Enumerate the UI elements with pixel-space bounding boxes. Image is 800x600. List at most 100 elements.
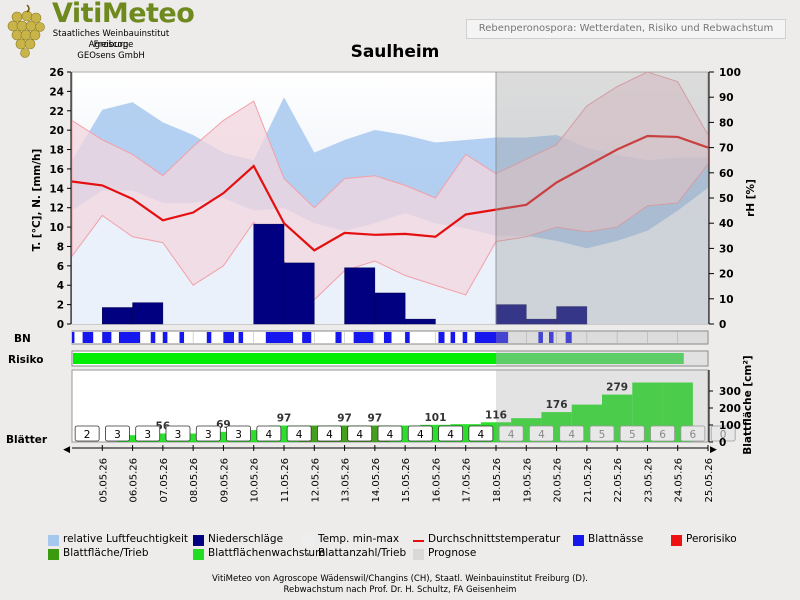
left-tick-label: 8	[57, 241, 64, 253]
legend-swatch	[48, 549, 59, 560]
leaf-wetness-mark	[450, 332, 456, 343]
left-tick-label: 2	[57, 300, 64, 312]
leaf-area-tick-label: 100	[719, 420, 741, 432]
right-tick-label: 40	[719, 218, 734, 230]
mean-temp-line	[71, 134, 709, 252]
leaf-area-label: 97	[337, 413, 352, 425]
footer-growth-model: Rebwachstum nach Prof. Dr. H. Schultz, F…	[283, 585, 517, 595]
date-tick-label: 18.05.26	[492, 458, 503, 503]
precip-bar	[344, 267, 376, 325]
left-tick-label: 12	[49, 203, 64, 215]
leaf-count-label: 2	[84, 429, 91, 441]
leaf-area-bar	[178, 433, 209, 442]
leaf-count-label: 0	[720, 429, 727, 441]
leaf-count-box	[710, 425, 736, 442]
leaf-area-tick-label: 200	[719, 403, 741, 415]
left-tick-label: 6	[57, 261, 64, 273]
legend-swatch	[573, 535, 584, 546]
date-tick-label: 07.05.26	[159, 458, 170, 503]
forecast-shade	[496, 72, 708, 324]
leaf-area-axis-label: Blattfläche [cm²]	[742, 355, 754, 454]
leaf-area-bar	[147, 433, 178, 442]
date-tick-label: 25.05.26	[704, 458, 715, 503]
logo-geosens: GEOsens GmbH	[77, 51, 145, 61]
left-tick-label: 18	[49, 145, 64, 157]
leaf-wetness-mark	[462, 332, 468, 343]
logo-title: VitiMeteo	[52, 0, 195, 29]
leaf-count-box	[468, 425, 494, 442]
leaf-count-label: 4	[417, 429, 424, 441]
right-tick-label: 70	[719, 143, 734, 155]
date-tick-label: 19.05.26	[522, 458, 533, 503]
leaf-count-box	[74, 425, 100, 442]
leaf-wetness-mark	[438, 332, 445, 343]
left-tick-label: 4	[57, 280, 64, 292]
leaf-count-box	[407, 425, 433, 442]
legend-label: relative Luftfeuchtigkeit	[63, 533, 189, 545]
left-tick-label: 26	[49, 67, 64, 79]
leaf-wetness-mark	[383, 332, 392, 343]
leaf-count-box	[286, 425, 312, 442]
precip-bar	[283, 262, 315, 325]
right-tick-label: 100	[719, 67, 741, 79]
leaf-wetness-mark	[72, 332, 75, 343]
leaf-count-box	[529, 425, 554, 442]
leaf-count-label: 3	[205, 429, 212, 441]
leaf-count-box	[619, 425, 645, 442]
leaf-count-label: 4	[296, 429, 303, 441]
date-tick-label: 05.05.26	[98, 458, 109, 503]
leaf-wetness-mark	[302, 332, 312, 343]
leaf-count-label: 4	[538, 429, 545, 441]
left-tick-label: 22	[49, 106, 64, 118]
leaf-count-box	[347, 425, 373, 442]
precip-bar	[102, 307, 133, 325]
leaf-area-label: 279	[606, 382, 628, 394]
leaf-wetness-mark	[474, 332, 496, 343]
right-axis-label: rH [%]	[745, 179, 757, 217]
legend-swatch	[303, 535, 314, 546]
leaf-wetness-mark	[238, 332, 244, 343]
right-tick-label: 10	[719, 294, 734, 306]
legend-swatch	[413, 549, 424, 560]
leaf-wetness-mark	[335, 332, 342, 343]
precip-bar	[556, 306, 588, 325]
leaf-count-box	[377, 425, 403, 442]
risk-forecast-shade	[496, 351, 708, 366]
leaf-wetness-mark	[565, 332, 572, 343]
precip-bar	[253, 223, 285, 325]
left-tick-label: 24	[49, 86, 64, 98]
leaf-area-bar	[238, 430, 269, 442]
date-tick-label: 15.05.26	[401, 458, 412, 503]
risk-bar	[73, 353, 496, 364]
leaf-count-label: 3	[144, 429, 151, 441]
leaf-area-label: 101	[424, 412, 446, 424]
date-axis-right-arrow: ▶	[710, 445, 717, 455]
left-tick-label: 0	[57, 319, 64, 331]
legend-label: Perorisiko	[686, 533, 737, 545]
leaf-count-box	[135, 425, 161, 442]
leaf-count-label: 4	[447, 429, 454, 441]
leaf-wetness-mark	[223, 332, 235, 343]
legend-label: Blattanzahl/Trieb	[318, 547, 407, 559]
date-tick-label: 08.05.26	[189, 458, 200, 503]
legend-label: Blattfläche/Trieb	[63, 547, 149, 559]
leaf-wetness-mark	[162, 332, 168, 343]
legend-label: Niederschläge	[208, 533, 284, 545]
legend-label: Blattnässe	[588, 533, 644, 545]
leaf-count-box	[256, 425, 282, 442]
legend-label: Durchschnittstemperatur	[428, 533, 561, 545]
leaf-count-label: 6	[659, 429, 666, 441]
legend-swatch	[671, 535, 682, 546]
legend-label: Blattflächenwachstum	[208, 547, 326, 559]
leaf-wetness-mark	[118, 332, 141, 343]
leaf-area-tick-label: 300	[719, 386, 741, 398]
right-tick-label: 20	[719, 269, 734, 281]
date-tick-label: 12.05.26	[310, 458, 321, 503]
right-tick-label: 0	[719, 319, 726, 331]
date-tick-label: 16.05.26	[431, 458, 442, 503]
right-tick-label: 50	[719, 193, 734, 205]
header-note: Rebenperonospora: Wetterdaten, Risiko un…	[466, 19, 786, 39]
leaf-count-label: 4	[266, 429, 273, 441]
leaf-count-label: 4	[356, 429, 363, 441]
